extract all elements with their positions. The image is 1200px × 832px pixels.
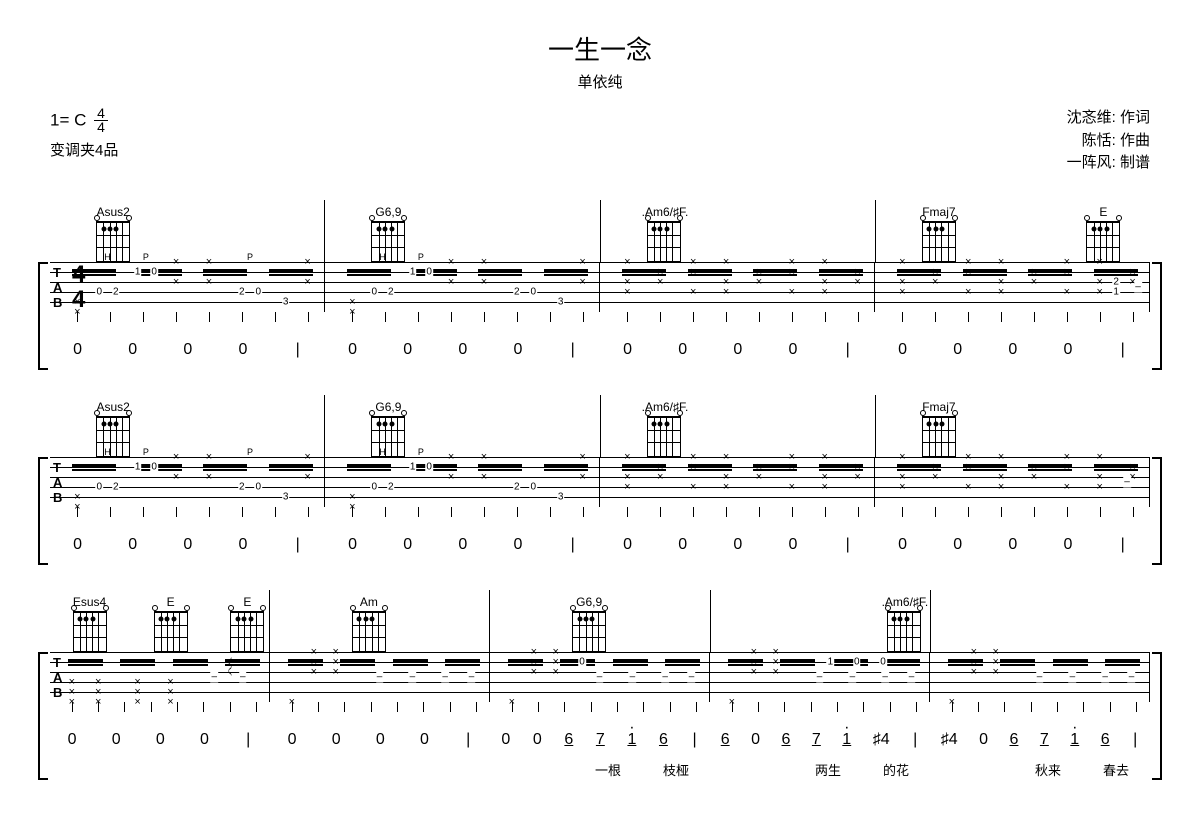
tab-measure: ×××××××100–––– [710, 652, 930, 702]
tab-measure: TAB××0210××××203××HPP [50, 457, 325, 507]
tab-measure: ×××××××0–––– [490, 652, 710, 702]
key-signature: 1= C 4 4 [50, 107, 118, 135]
tab-measure: ×××××××××××××××××××××– [875, 457, 1150, 507]
credits: 沈忞维: 作词陈恬: 作曲一阵风: 制谱 [1067, 107, 1150, 175]
capo-info: 变调夹4品 [50, 139, 118, 160]
tab-measure: TAB44××0210××××203××HPP [50, 262, 325, 312]
tab-measure: ××0210××××203××HP [325, 262, 600, 312]
chord-diagram: Asus2 [91, 400, 135, 457]
chord-diagram: E [149, 595, 193, 652]
notation-row: 0000|0000|006716|60671♯4|♯406716| [50, 714, 1150, 760]
artist-name: 单依纯 [50, 71, 1150, 92]
notation-row: 0000|0000|0000|0000| [50, 324, 1150, 370]
chord-diagram: Esus4 [68, 595, 112, 652]
song-title: 一生一念 [50, 30, 1150, 67]
tab-measure: ××××××××××××××××××××× [600, 262, 875, 312]
lyrics-row: 一根枝桠两生的花秋来春去 [50, 760, 1150, 780]
tab-measure: ×××××××××××××××××××××21– [875, 262, 1150, 312]
chord-diagram: .Am6/♯F. [642, 205, 686, 262]
chord-diagram: G6,9 [366, 205, 410, 262]
tab-system: Asus2 G6,9 .Am6/♯F. Fmaj7 TAB××0210××××203××… [50, 395, 1150, 565]
chord-diagram: .Am6/♯F. [642, 400, 686, 457]
chord-diagram: E [225, 595, 269, 652]
tab-measure: ××0210××××203××HP [325, 457, 600, 507]
chord-diagram: G6,9 [567, 595, 611, 652]
chord-diagram: Am [347, 595, 391, 652]
chord-diagram: Asus2 [91, 205, 135, 262]
tab-measure: ×××××××–––– [270, 652, 490, 702]
chord-diagram: Fmaj7 [917, 400, 961, 457]
tab-measure: TAB××××××××××××〰–– [50, 652, 270, 702]
chord-diagram: E [1081, 205, 1125, 262]
notation-row: 0000|0000|0000|0000| [50, 519, 1150, 565]
tab-system: Asus2 G6,9 .Am6/♯F. Fmaj7 E TAB44××0210××××20… [50, 200, 1150, 370]
tab-system: Esus4EEAmG6,9.Am6/♯F.TAB××××××××××××〰––×… [50, 590, 1150, 780]
chord-diagram: .Am6/♯F. [882, 595, 926, 652]
tab-measure: ××××××××××××××××××××× [600, 457, 875, 507]
chord-diagram: G6,9 [366, 400, 410, 457]
chord-diagram: Fmaj7 [917, 205, 961, 262]
tab-measure: ×××××××–––– [930, 652, 1150, 702]
